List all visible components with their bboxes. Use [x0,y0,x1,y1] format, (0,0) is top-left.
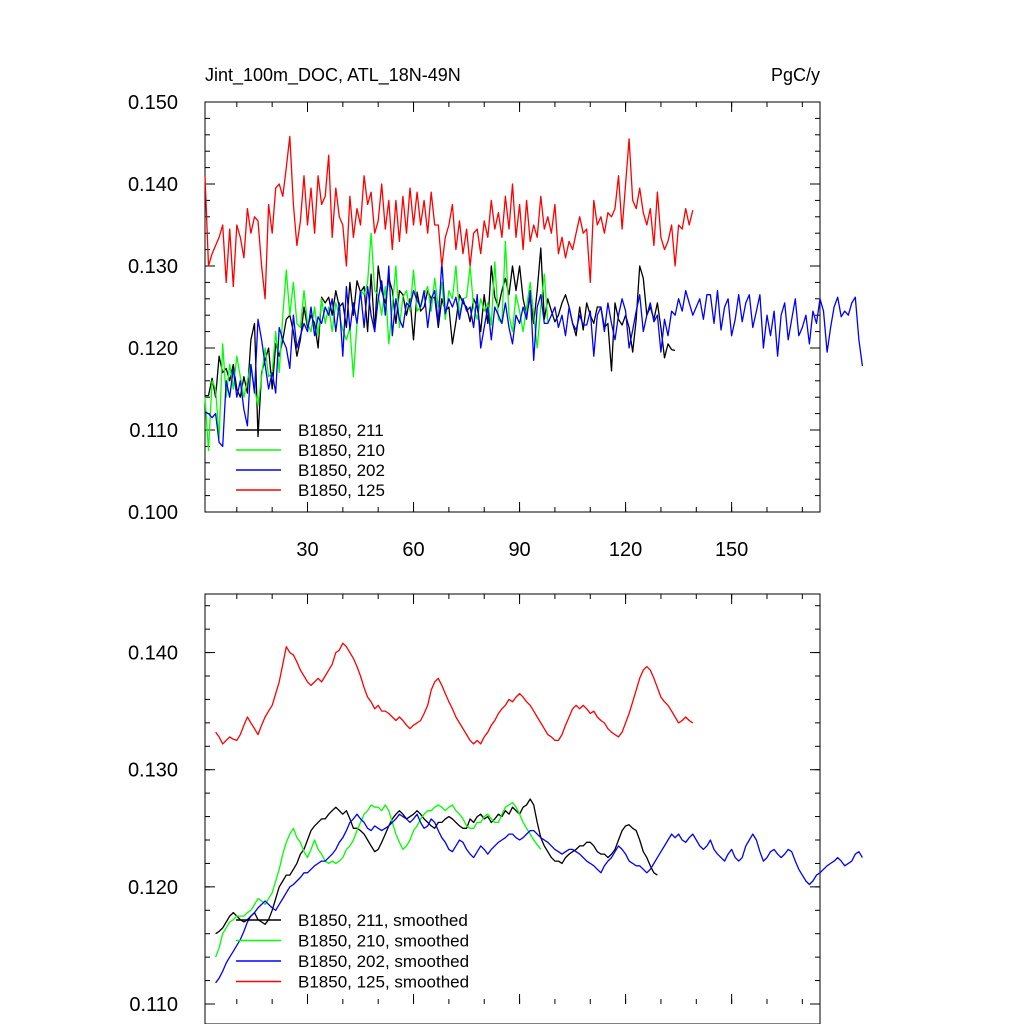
legend-label: B1850, 211 [298,421,384,440]
legend-label: B1850, 210 [298,441,385,460]
legend-label: B1850, 125 [298,481,385,500]
y-tick-label: 0.120 [128,877,178,899]
y-tick-label: 0.150 [128,92,178,114]
x-tick-label: 120 [609,539,642,561]
legend-label: B1850, 202, smoothed [298,952,469,971]
bottom-plot-frame [204,593,821,1024]
chart-title: Jint_100m_DOC, ATL_18N-49N [205,65,461,86]
top-series-group [204,135,864,452]
top-panel: Jint_100m_DOC, ATL_18N-49N PgC/y 0.1000.… [128,65,864,561]
legend-label: B1850, 210, smoothed [298,932,469,951]
legend-label: B1850, 202 [298,461,385,480]
y-tick-label: 0.140 [128,174,178,196]
y-tick-label: 0.140 [128,643,178,665]
series-line-b1850-202-smoothed [215,813,863,984]
series-line-b1850-125 [204,135,694,300]
x-tick-label: 90 [508,539,530,561]
y-tick-label: 0.120 [128,338,178,360]
series-line-b1850-202 [204,261,864,448]
bottom-panel: 0.110 0.120 0.130 0.140 B1850, 211, smoothe… [128,593,863,1024]
y-tick-label: 0.130 [128,256,178,278]
legend-label: B1850, 125, smoothed [298,973,469,992]
series-line-b1850-210 [204,232,549,452]
x-tick-label: 60 [402,539,424,561]
x-tick-label: 150 [715,539,748,561]
top-plot-frame [204,101,821,513]
series-line-b1850-211 [205,247,676,438]
bottom-axis-ticks: 0.110 0.120 0.130 0.140 [128,594,820,1016]
y-tick-label: 0.100 [128,502,178,524]
units-label: PgC/y [771,65,820,85]
series-line-b1850-125-smoothed [215,642,694,745]
series-line-b1850-210-smoothed [214,801,542,958]
y-tick-label: 0.130 [128,760,178,782]
top-axis-ticks: 0.100 0.110 0.120 0.130 0.140 0.150 30 60 90 120 1… [128,92,820,561]
y-tick-label: 0.110 [129,420,178,442]
legend-label: B1850, 211, smoothed [298,911,468,930]
y-tick-label: 0.110 [129,994,178,1016]
bottom-legend: B1850, 211, smoothed B1850, 210, smoothed… [236,911,469,992]
x-tick-label: 30 [296,539,318,561]
bottom-series-group [214,642,863,984]
